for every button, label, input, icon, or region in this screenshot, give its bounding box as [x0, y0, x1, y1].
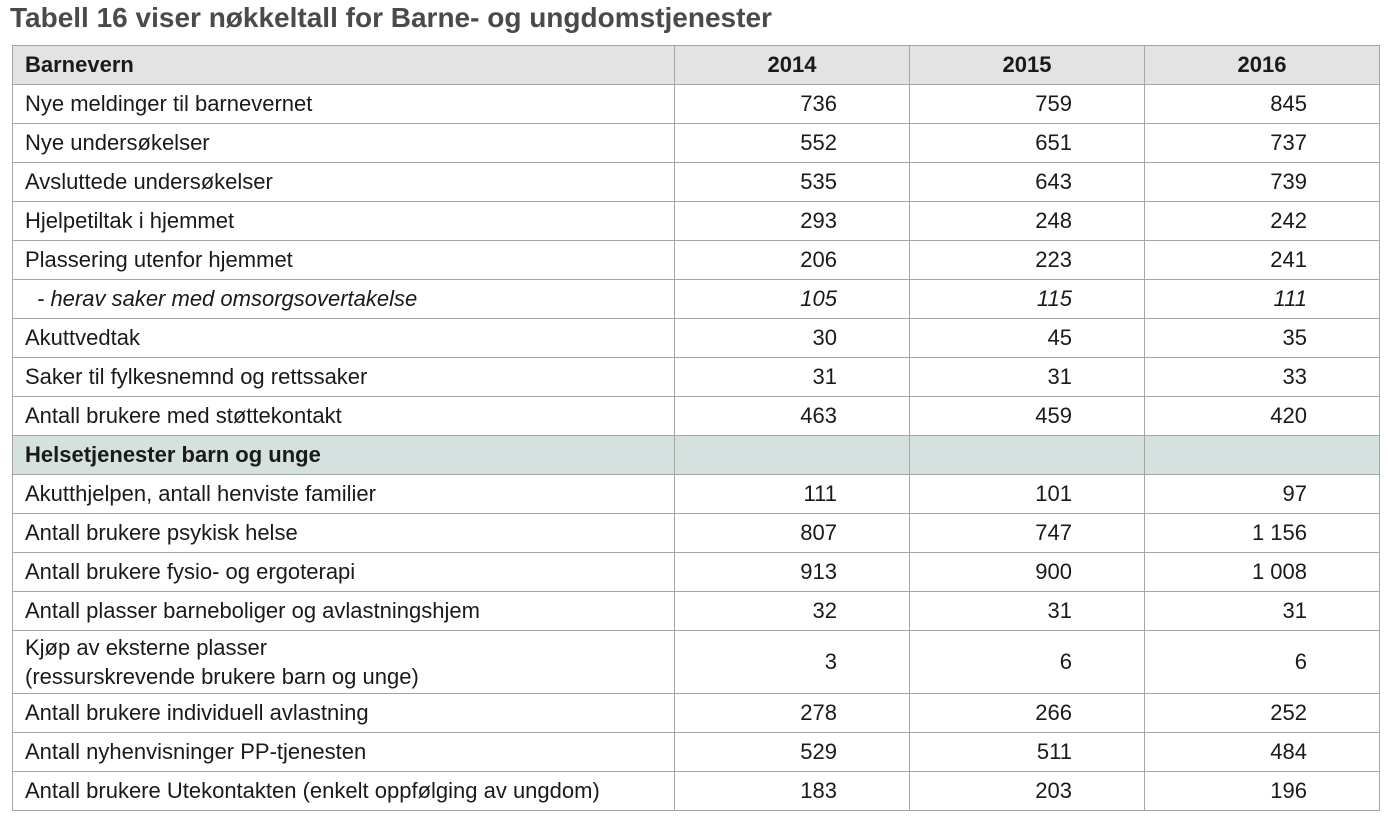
row-label: Antall brukere fysio- og ergoterapi — [12, 552, 675, 592]
cell-2015: 651 — [909, 123, 1145, 163]
cell-2016: 420 — [1144, 396, 1380, 436]
cell-2015: 6 — [909, 630, 1145, 694]
table-row: Plassering utenfor hjemmet 206 223 241 — [12, 240, 1380, 280]
cell-2015: 115 — [909, 279, 1145, 319]
table-row: Kjøp av eksterne plasser (ressurskrevend… — [12, 630, 1380, 694]
cell-2015: 459 — [909, 396, 1145, 436]
cell-2016: 739 — [1144, 162, 1380, 202]
row-label: - herav saker med omsorgsovertakelse — [12, 279, 675, 319]
section-header-row: Helsetjenester barn og unge — [12, 435, 1380, 475]
cell-2015: 643 — [909, 162, 1145, 202]
cell-2015: 248 — [909, 201, 1145, 241]
cell-2014: 3 — [674, 630, 910, 694]
cell-2015: 203 — [909, 771, 1145, 811]
cell-2016: 1 156 — [1144, 513, 1380, 553]
table-row-sub: - herav saker med omsorgsovertakelse 105… — [12, 279, 1380, 319]
cell-2014: 105 — [674, 279, 910, 319]
row-label: Plassering utenfor hjemmet — [12, 240, 675, 280]
row-label: Nye meldinger til barnevernet — [12, 84, 675, 124]
cell-2016: 33 — [1144, 357, 1380, 397]
table-row: Avsluttede undersøkelser 535 643 739 — [12, 162, 1380, 202]
cell-2015: 101 — [909, 474, 1145, 514]
cell-2016: 241 — [1144, 240, 1380, 280]
row-label: Antall brukere individuell avlastning — [12, 693, 675, 733]
cell-2016: 111 — [1144, 279, 1380, 319]
row-label: Akutthjelpen, antall henviste familier — [12, 474, 675, 514]
cell-2015: 223 — [909, 240, 1145, 280]
row-label: Antall brukere psykisk helse — [12, 513, 675, 553]
cell-2015: 31 — [909, 357, 1145, 397]
header-row: Barnevern 2014 2015 2016 — [12, 45, 1380, 85]
header-year-2014: 2014 — [674, 45, 910, 85]
cell-2014: 463 — [674, 396, 910, 436]
table-row: Saker til fylkesnemnd og rettssaker 31 3… — [12, 357, 1380, 397]
row-label: Kjøp av eksterne plasser (ressurskrevend… — [12, 630, 675, 694]
table-row: Antall brukere psykisk helse 807 747 1 1… — [12, 513, 1380, 553]
table-row: Antall plasser barneboliger og avlastnin… — [12, 591, 1380, 631]
cell-2015: 900 — [909, 552, 1145, 592]
cell-2014: 30 — [674, 318, 910, 358]
section-header-empty — [1144, 435, 1380, 475]
row-label: Avsluttede undersøkelser — [12, 162, 675, 202]
cell-2016: 1 008 — [1144, 552, 1380, 592]
row-label: Antall brukere Utekontakten (enkelt oppf… — [12, 771, 675, 811]
cell-2016: 845 — [1144, 84, 1380, 124]
section-header-empty — [674, 435, 910, 475]
row-label: Akuttvedtak — [12, 318, 675, 358]
row-label-line1: Kjøp av eksterne plasser — [25, 635, 268, 660]
table-row: Antall brukere med støttekontakt 463 459… — [12, 396, 1380, 436]
cell-2014: 535 — [674, 162, 910, 202]
cell-2016: 242 — [1144, 201, 1380, 241]
header-year-2016: 2016 — [1144, 45, 1380, 85]
table-row: Antall brukere fysio- og ergoterapi 913 … — [12, 552, 1380, 592]
cell-2016: 6 — [1144, 630, 1380, 694]
table-row: Antall brukere individuell avlastning 27… — [12, 693, 1380, 733]
section-header-empty — [909, 435, 1145, 475]
header-label: Barnevern — [12, 45, 675, 85]
cell-2014: 183 — [674, 771, 910, 811]
cell-2016: 196 — [1144, 771, 1380, 811]
row-label: Nye undersøkelser — [12, 123, 675, 163]
row-label: Antall nyhenvisninger PP-tjenesten — [12, 732, 675, 772]
cell-2015: 759 — [909, 84, 1145, 124]
row-label: Hjelpetiltak i hjemmet — [12, 201, 675, 241]
header-year-2015: 2015 — [909, 45, 1145, 85]
table-row: Nye meldinger til barnevernet 736 759 84… — [12, 84, 1380, 124]
cell-2014: 552 — [674, 123, 910, 163]
cell-2014: 529 — [674, 732, 910, 772]
cell-2016: 737 — [1144, 123, 1380, 163]
key-figures-table: Barnevern 2014 2015 2016 Nye meldinger t… — [12, 45, 1380, 811]
row-label: Antall brukere med støttekontakt — [12, 396, 675, 436]
cell-2016: 31 — [1144, 591, 1380, 631]
table-row: Hjelpetiltak i hjemmet 293 248 242 — [12, 201, 1380, 241]
cell-2015: 747 — [909, 513, 1145, 553]
row-label: Saker til fylkesnemnd og rettssaker — [12, 357, 675, 397]
table-row: Antall nyhenvisninger PP-tjenesten 529 5… — [12, 732, 1380, 772]
cell-2014: 736 — [674, 84, 910, 124]
cell-2014: 111 — [674, 474, 910, 514]
cell-2014: 278 — [674, 693, 910, 733]
section-header-label: Helsetjenester barn og unge — [12, 435, 675, 475]
cell-2016: 35 — [1144, 318, 1380, 358]
table-row: Akutthjelpen, antall henviste familier 1… — [12, 474, 1380, 514]
cell-2016: 484 — [1144, 732, 1380, 772]
cell-2014: 807 — [674, 513, 910, 553]
cell-2015: 266 — [909, 693, 1145, 733]
cell-2015: 511 — [909, 732, 1145, 772]
table-row: Antall brukere Utekontakten (enkelt oppf… — [12, 771, 1380, 811]
table-title: Tabell 16 viser nøkkeltall for Barne- og… — [10, 2, 772, 33]
cell-2014: 206 — [674, 240, 910, 280]
cell-2014: 31 — [674, 357, 910, 397]
table-row: Akuttvedtak 30 45 35 — [12, 318, 1380, 358]
cell-2014: 913 — [674, 552, 910, 592]
table-row: Nye undersøkelser 552 651 737 — [12, 123, 1380, 163]
row-label: Antall plasser barneboliger og avlastnin… — [12, 591, 675, 631]
row-label-line2: (ressurskrevende brukere barn og unge) — [25, 664, 419, 689]
cell-2016: 97 — [1144, 474, 1380, 514]
cell-2014: 32 — [674, 591, 910, 631]
cell-2016: 252 — [1144, 693, 1380, 733]
cell-2014: 293 — [674, 201, 910, 241]
cell-2015: 31 — [909, 591, 1145, 631]
cell-2015: 45 — [909, 318, 1145, 358]
